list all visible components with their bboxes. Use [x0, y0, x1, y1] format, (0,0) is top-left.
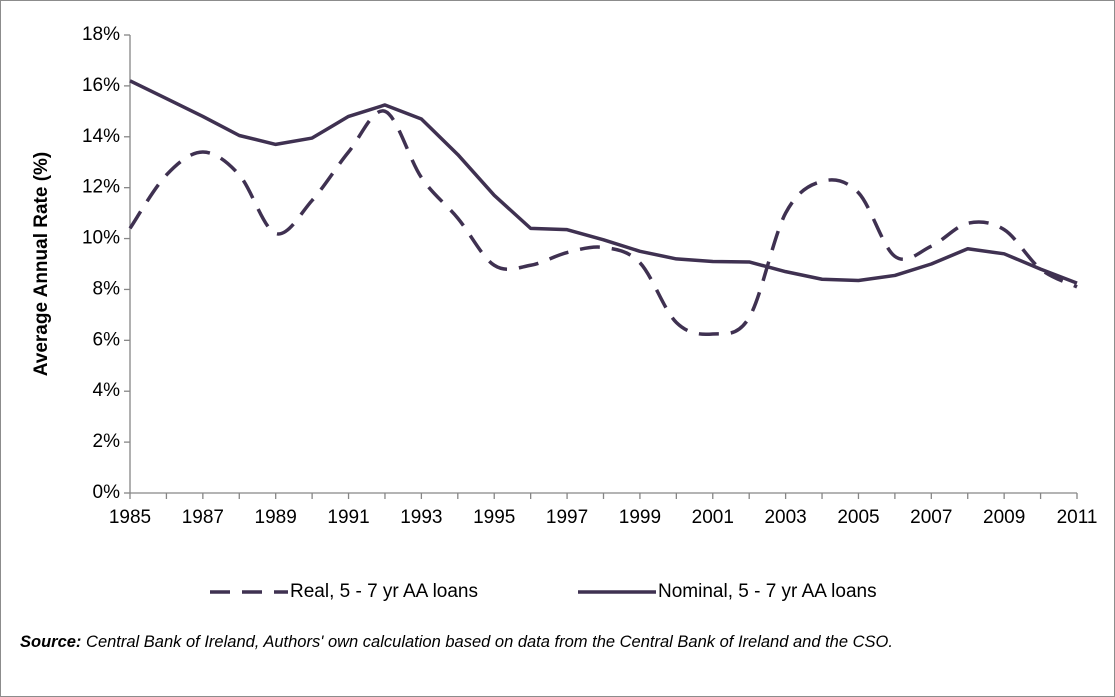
y-tick-label: 6%: [93, 329, 121, 350]
y-tick-label: 14%: [82, 126, 120, 147]
source-label: Source:: [20, 633, 82, 651]
x-tick-label: 1997: [546, 507, 588, 528]
x-tick-label: 1993: [400, 507, 442, 528]
y-tick-label: 10%: [82, 228, 120, 249]
y-tick-label: 2%: [93, 431, 121, 452]
series-line: [128, 109, 1078, 336]
y-tick-label: 0%: [93, 482, 121, 503]
y-tick-label: 8%: [93, 278, 121, 299]
x-tick-label: 2005: [837, 507, 879, 528]
y-tick-label: 4%: [93, 380, 121, 401]
source-note: Source: Central Bank of Ireland, Authors…: [20, 630, 1080, 655]
x-tick-label: 2009: [983, 507, 1025, 528]
x-tick-label: 2011: [1057, 507, 1098, 528]
legend-label: Real, 5 - 7 yr AA loans: [290, 581, 478, 602]
y-axis-label: Average Annual Rate (%): [31, 152, 52, 377]
x-tick-label: 1991: [327, 507, 369, 528]
source-text: Central Bank of Ireland, Authors' own ca…: [86, 633, 893, 651]
series-line: [129, 79, 1078, 285]
x-tick-label: 1995: [473, 507, 515, 528]
x-tick-label: 2007: [910, 507, 952, 528]
x-tick-label: 1987: [182, 507, 224, 528]
y-tick-label: 16%: [82, 75, 120, 96]
x-tick-label: 2003: [764, 507, 806, 528]
x-tick-label: 1989: [255, 507, 297, 528]
x-tick-label: 1985: [109, 507, 151, 528]
y-tick-label: 18%: [82, 24, 120, 45]
legend-label: Nominal, 5 - 7 yr AA loans: [658, 581, 877, 602]
x-tick-label: 1999: [619, 507, 661, 528]
y-tick-label: 12%: [82, 177, 120, 198]
x-tick-label: 2001: [692, 507, 734, 528]
